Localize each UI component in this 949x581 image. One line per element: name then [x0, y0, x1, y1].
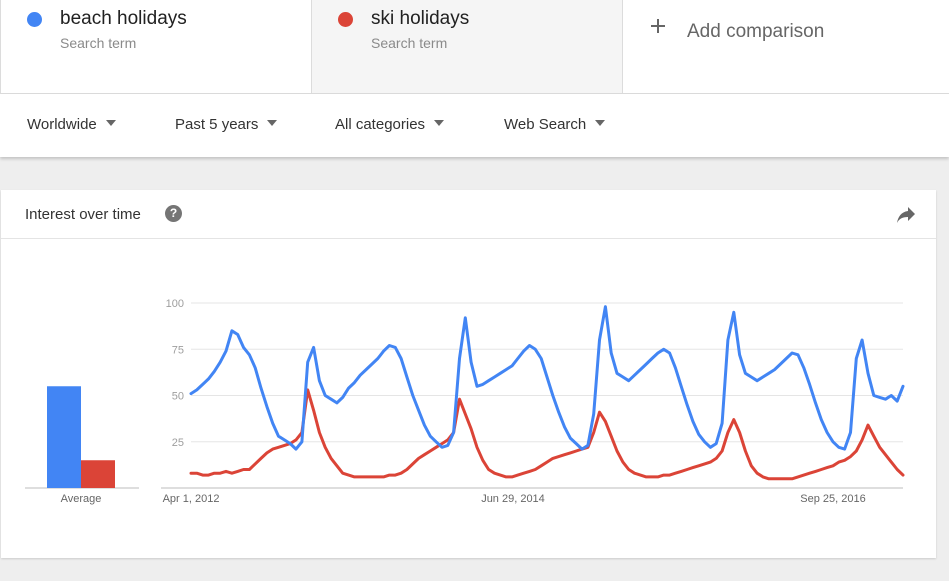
- share-icon[interactable]: [896, 206, 916, 224]
- y-tick-label: 75: [172, 344, 184, 356]
- add-comparison-label: Add comparison: [687, 21, 825, 42]
- interest-over-time-card: Interest over time ? Average 100 75 50 25 Ap…: [1, 190, 936, 558]
- average-bar-1: [47, 386, 81, 488]
- search-term-2[interactable]: ski holidays Search term: [312, 0, 623, 93]
- y-tick-label: 100: [166, 298, 184, 310]
- x-tick-label: Sep 25, 2016: [800, 493, 865, 505]
- interest-chart: Average 100 75 50 25 Apr 1, 2012 Jun 29, 2014…: [25, 298, 905, 505]
- series-color-dot-icon: [338, 12, 353, 27]
- search-term-1[interactable]: beach holidays Search term: [0, 0, 312, 93]
- series-line-2: [189, 388, 905, 481]
- category-dropdown-label: All categories: [335, 116, 426, 133]
- region-dropdown-label: Worldwide: [27, 116, 97, 133]
- add-comparison-button[interactable]: Add comparison: [623, 0, 949, 93]
- help-icon[interactable]: ?: [165, 205, 182, 222]
- region-dropdown[interactable]: Worldwide: [27, 116, 116, 133]
- category-dropdown[interactable]: All categories: [335, 116, 445, 133]
- time-range-dropdown[interactable]: Past 5 years: [175, 116, 278, 133]
- interest-line-chart: 100 75 50 25 Apr 1, 2012 Jun 29, 2014 Sep 25, …: [161, 298, 905, 505]
- search-type-dropdown-label: Web Search: [504, 116, 587, 133]
- y-tick-label: 25: [172, 437, 184, 449]
- search-term-type: Search term: [60, 35, 137, 51]
- caret-down-icon: [595, 120, 606, 127]
- time-range-dropdown-label: Past 5 years: [175, 116, 259, 133]
- search-terms-bar: beach holidays Search term ski holidays …: [0, 0, 949, 94]
- search-term-type: Search term: [371, 35, 448, 51]
- search-term-name: beach holidays: [60, 8, 187, 29]
- average-bar-chart: Average: [25, 386, 139, 505]
- y-tick-label: 50: [172, 391, 184, 403]
- card-title: Interest over time: [25, 206, 141, 223]
- x-tick-label: Jun 29, 2014: [481, 493, 545, 505]
- caret-down-icon: [105, 120, 116, 127]
- average-bar-2: [81, 460, 115, 488]
- average-category-label: Average: [61, 493, 102, 505]
- plus-icon: [649, 17, 667, 35]
- caret-down-icon: [267, 120, 278, 127]
- search-term-name: ski holidays: [371, 8, 470, 29]
- caret-down-icon: [434, 120, 445, 127]
- card-header: Interest over time ?: [1, 190, 936, 239]
- series-color-dot-icon: [27, 12, 42, 27]
- search-type-dropdown[interactable]: Web Search: [504, 116, 606, 133]
- x-tick-label: Apr 1, 2012: [163, 493, 220, 505]
- filters-bar: Worldwide Past 5 years All categories We…: [0, 94, 949, 157]
- series-line-1: [189, 305, 905, 451]
